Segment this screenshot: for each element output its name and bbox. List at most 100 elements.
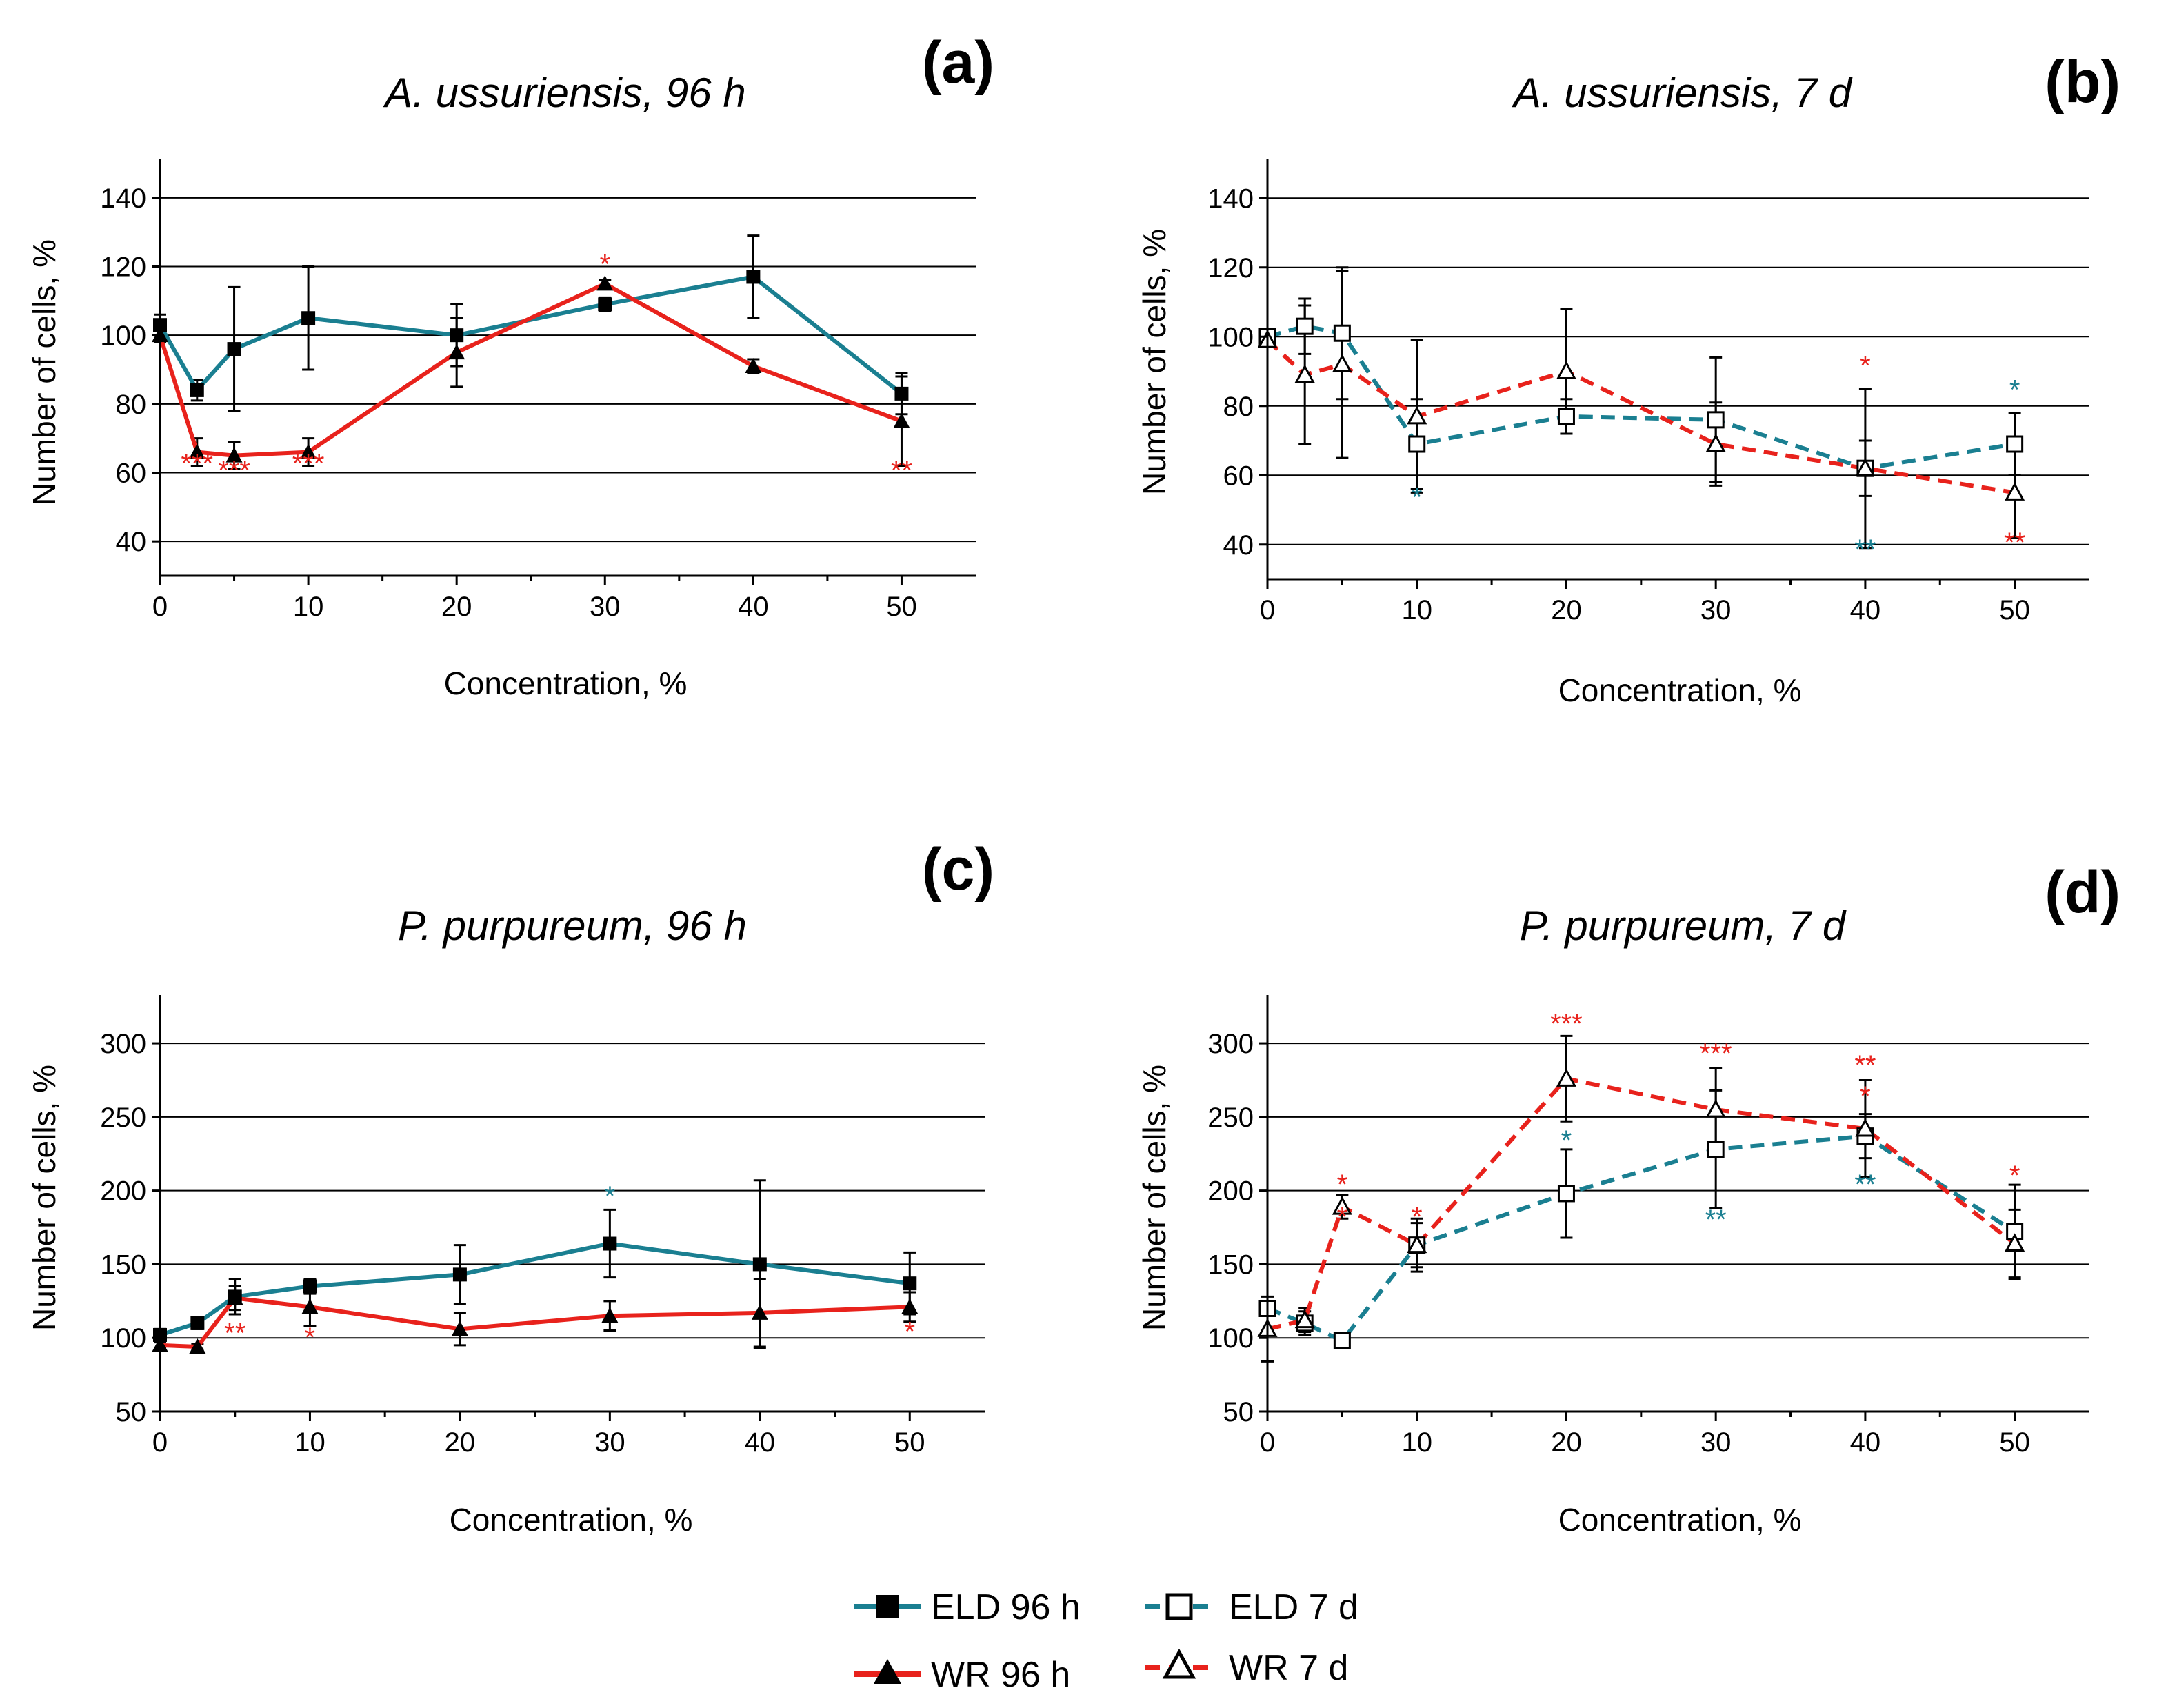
y-tick-label-a-5: 140: [100, 183, 146, 214]
data-point-c-wr-96-h-5: [601, 1307, 619, 1323]
data-point-c-eld-96-h-3: [303, 1279, 317, 1294]
significance-mark-d-0: *: [1337, 1169, 1348, 1200]
data-point-a-wr-96-h-1: [188, 443, 205, 459]
data-point-c-wr-96-h-4: [451, 1320, 468, 1336]
filled-square-icon: [876, 1595, 899, 1618]
legend-item-wr-7d: WR 7 d: [1145, 1648, 1348, 1688]
x-axis-label-b: Concentration, %: [1558, 672, 1802, 708]
data-point-b-eld-7-d-1: [1296, 317, 1314, 335]
significance-mark-d-3: ***: [1550, 1009, 1583, 1039]
legend-label-eld-96h: ELD 96 h: [931, 1587, 1081, 1627]
data-point-c-wr-96-h-7: [901, 1298, 919, 1314]
significance-mark-d-9: **: [1854, 1169, 1876, 1200]
x-tick-label-c-2: 20: [445, 1427, 476, 1458]
legend-label-wr-7d: WR 7 d: [1229, 1648, 1348, 1688]
data-point-b-wr-7-d-6: [1855, 458, 1876, 476]
data-point-a-wr-96-h-6: [745, 358, 762, 374]
panel-c: (c) P. purpureum, 96 h ** *** 50100150200…: [26, 836, 994, 1538]
significance-mark-c-0: **: [224, 1318, 245, 1349]
series-line-c-wr-96-h: [159, 1296, 910, 1349]
data-point-a-wr-96-h-4: [448, 344, 465, 360]
series-line-b-wr-7-d: [1265, 339, 2016, 495]
x-tick-label-c-5: 50: [894, 1427, 925, 1458]
legend-item-eld-7d: ELD 7 d: [1145, 1587, 1358, 1627]
data-point-a-wr-96-h-7: [893, 412, 910, 428]
significance-mark-a-1: ***: [218, 455, 250, 485]
data-point-b-wr-7-d-7: [2005, 482, 2025, 501]
y-tick-label-c-4: 250: [100, 1103, 146, 1133]
y-tick-label-a-1: 60: [116, 459, 147, 489]
y-tick-label-b-5: 140: [1207, 183, 1254, 214]
chart-title-a: A. ussuriensis, 96 h: [383, 70, 746, 116]
open-square-icon: [1165, 1593, 1193, 1620]
y-tick-label-b-4: 120: [1207, 253, 1254, 283]
x-tick-label-d-5: 50: [1999, 1427, 2030, 1458]
data-point-b-eld-7-d-3: [1408, 435, 1426, 453]
x-tick-label-b-3: 30: [1700, 595, 1732, 625]
series-line-d-wr-7-d: [1267, 1076, 2016, 1332]
x-tick-label-c-3: 30: [594, 1427, 625, 1458]
x-tick-label-c-4: 40: [745, 1427, 776, 1458]
y-axis-label-b: Number of cells, %: [1136, 229, 1172, 495]
x-tick-label-a-3: 30: [590, 592, 621, 622]
y-tick-label-c-0: 50: [116, 1397, 147, 1427]
significance-mark-c-1: *: [305, 1323, 316, 1353]
significance-mark-a-2: ***: [292, 449, 325, 479]
data-point-d-eld-7-d-4: [1557, 1185, 1575, 1203]
y-tick-label-c-2: 150: [100, 1249, 146, 1280]
legend-label-eld-7d: ELD 7 d: [1229, 1587, 1358, 1627]
chart-title-d: P. purpureum, 7 d: [1520, 903, 1847, 949]
significance-mark-b-4: **: [2004, 528, 2025, 558]
data-point-d-wr-7-d-5: [1705, 1099, 1726, 1118]
y-tick-label-a-0: 40: [116, 527, 147, 557]
data-point-a-eld-96-h-7: [894, 386, 909, 401]
x-tick-label-a-1: 10: [293, 592, 324, 622]
y-tick-label-b-1: 60: [1223, 461, 1254, 491]
data-point-a-wr-96-h-2: [225, 447, 243, 463]
significance-mark-a-0: ***: [181, 449, 213, 479]
x-axis-label-d: Concentration, %: [1558, 1502, 1802, 1538]
x-tick-label-b-2: 20: [1551, 595, 1582, 625]
significance-mark-d-7: **: [1854, 1050, 1876, 1081]
data-point-d-wr-7-d-4: [1556, 1068, 1576, 1087]
x-tick-label-a-4: 40: [738, 592, 769, 622]
data-point-b-wr-7-d-2: [1332, 354, 1352, 372]
x-tick-label-a-2: 20: [441, 592, 472, 622]
data-point-c-eld-96-h-4: [452, 1267, 467, 1282]
y-axis-label-d: Number of cells, %: [1136, 1065, 1172, 1331]
x-axis-label-c: Concentration, %: [450, 1502, 693, 1538]
significance-mark-c-3: *: [904, 1316, 915, 1347]
significance-mark-c-2: *: [605, 1181, 616, 1212]
chart-title-c: P. purpureum, 96 h: [398, 903, 747, 949]
legend-label-wr-96h: WR 96 h: [931, 1655, 1070, 1695]
data-point-d-wr-7-d-3: [1407, 1234, 1427, 1254]
y-tick-label-d-1: 100: [1207, 1323, 1254, 1354]
data-point-c-eld-96-h-6: [752, 1257, 767, 1272]
panel-letter-a: (a): [922, 30, 994, 96]
panel-letter-c: (c): [922, 836, 994, 903]
data-point-d-wr-7-d-7: [2005, 1233, 2025, 1252]
chart-title-b: A. ussuriensis, 7 d: [1512, 70, 1853, 116]
data-point-d-eld-7-d-2: [1333, 1332, 1351, 1349]
significance-mark-b-0: *: [1412, 482, 1423, 512]
x-tick-label-a-5: 50: [886, 592, 917, 622]
y-tick-label-b-0: 40: [1223, 530, 1254, 561]
x-axis-label-a: Concentration, %: [444, 665, 688, 701]
y-tick-label-a-3: 100: [100, 321, 146, 351]
x-tick-label-b-5: 50: [1999, 595, 2030, 625]
x-tick-label-b-4: 40: [1850, 595, 1881, 625]
data-point-a-wr-96-h-3: [300, 443, 317, 459]
x-tick-label-c-1: 10: [294, 1427, 325, 1458]
y-axis-label-c: Number of cells, %: [26, 1065, 62, 1331]
significance-mark-d-10: *: [2009, 1161, 2020, 1191]
legend: ELD 96 h WR 96 h ELD 7 d WR 7 d: [854, 1587, 1358, 1695]
data-point-a-eld-96-h-3: [301, 311, 316, 325]
data-point-b-wr-7-d-5: [1705, 433, 1726, 452]
data-point-c-wr-96-h-3: [301, 1298, 319, 1314]
x-tick-label-d-0: 0: [1260, 1427, 1275, 1458]
data-point-d-wr-7-d-2: [1332, 1196, 1352, 1215]
open-triangle-icon: [1162, 1648, 1196, 1679]
x-tick-label-d-3: 30: [1700, 1427, 1732, 1458]
data-point-d-wr-7-d-1: [1294, 1309, 1315, 1329]
